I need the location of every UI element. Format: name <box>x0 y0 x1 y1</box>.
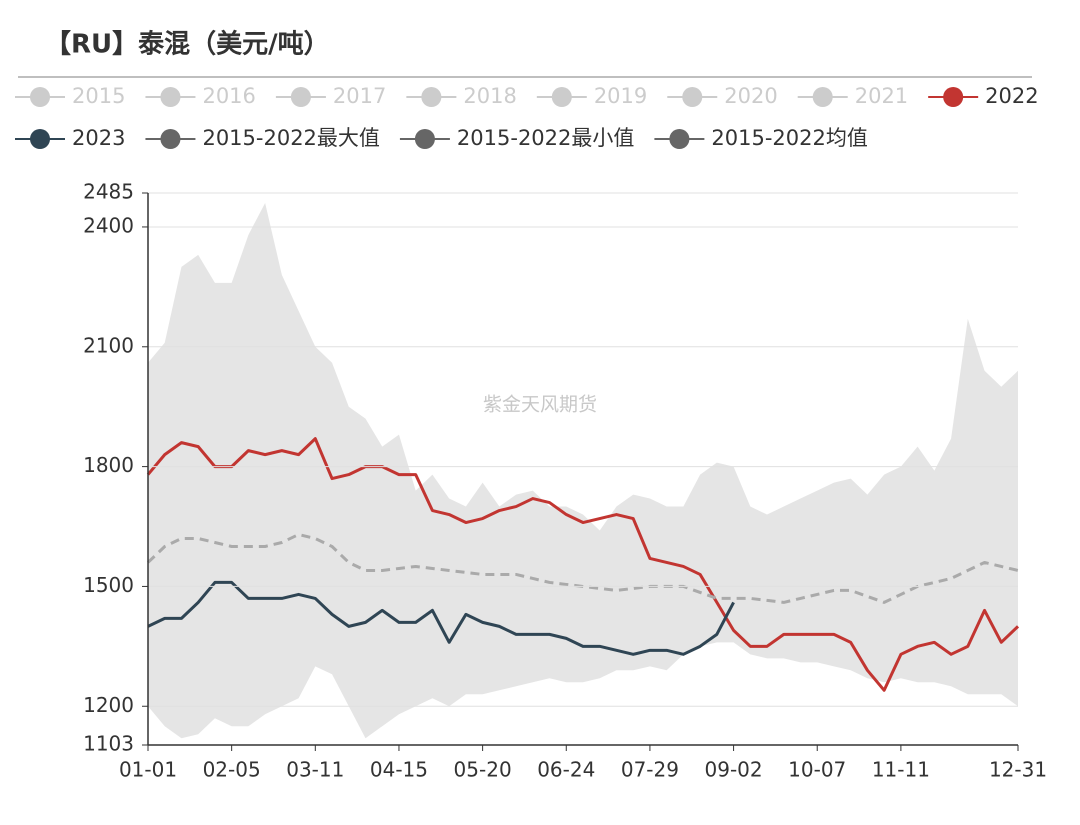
series-line <box>146 437 1020 692</box>
x-tick-label: 11-11 <box>872 758 930 782</box>
x-tick-label: 02-05 <box>203 758 261 782</box>
legend-item[interactable]: 2020 <box>667 84 778 108</box>
legend-label: 2017 <box>333 84 386 108</box>
x-tick-label: 06-24 <box>537 758 595 782</box>
y-tick-label: 1200 <box>83 693 134 717</box>
legend-label: 2020 <box>724 84 777 108</box>
x-tick-label: 03-11 <box>286 758 344 782</box>
chart-title: 【RU】泰混（美元/吨） <box>45 29 330 60</box>
watermark: 紫金天风期货 <box>483 394 597 416</box>
legend-item[interactable]: 2015-2022均值 <box>654 126 868 150</box>
legend-label: 2015-2022最小值 <box>457 126 634 150</box>
legend-item[interactable]: 2019 <box>536 84 647 108</box>
legend-label: 2022 <box>985 84 1038 108</box>
legend-item[interactable]: 2015 <box>15 84 125 108</box>
y-tick-label: 1500 <box>83 573 134 597</box>
legend-label: 2021 <box>855 84 908 108</box>
legend-item[interactable]: 2018 <box>406 84 517 108</box>
x-tick-label: 04-15 <box>370 758 428 782</box>
legend-swatch <box>160 129 181 149</box>
x-tick-label: 10-07 <box>788 758 846 782</box>
legend-label: 2016 <box>202 84 255 108</box>
y-tick-label: 2100 <box>83 333 134 357</box>
x-tick-label: 01-01 <box>119 758 177 782</box>
legend-item[interactable]: 2015-2022最大值 <box>145 126 380 150</box>
legend-swatch <box>551 87 572 107</box>
max-min-band <box>148 202 1018 739</box>
legend-swatch <box>812 87 833 107</box>
y-tick-label: 1103 <box>83 732 134 756</box>
legend-item[interactable]: 2015-2022最小值 <box>399 126 634 150</box>
legend-item[interactable]: 2022 <box>928 84 1039 108</box>
legend-item[interactable]: 2023 <box>15 126 125 150</box>
legend-swatch <box>421 87 442 107</box>
legend-label: 2023 <box>72 126 125 150</box>
legend-label: 2015-2022最大值 <box>202 126 379 150</box>
legend-swatch <box>669 129 690 149</box>
legend-swatch <box>30 87 50 107</box>
x-tick-label: 09-02 <box>705 758 763 782</box>
legend-label: 2019 <box>594 84 647 108</box>
legend-label: 2018 <box>463 84 516 108</box>
legend-label: 2015-2022均值 <box>711 126 867 150</box>
x-tick-label: 07-29 <box>621 758 679 782</box>
plot <box>146 202 1020 739</box>
legend-swatch <box>160 87 181 107</box>
series-line <box>147 580 735 656</box>
legend-label: 2015 <box>72 84 125 108</box>
legend-item[interactable]: 2021 <box>797 84 908 108</box>
legend-swatch <box>682 87 703 107</box>
x-tick-label: 12-31 <box>989 758 1047 782</box>
legend-swatch <box>30 129 50 149</box>
legend-swatch <box>290 87 311 107</box>
legend-swatch <box>414 129 435 149</box>
y-tick-label: 2485 <box>83 180 134 204</box>
legend-item[interactable]: 2017 <box>275 84 386 108</box>
legend-item[interactable]: 2016 <box>145 84 256 108</box>
y-tick-label: 1800 <box>83 453 134 477</box>
x-tick-label: 05-20 <box>454 758 512 782</box>
y-tick-label: 2400 <box>83 213 134 237</box>
legend-swatch <box>943 87 964 107</box>
